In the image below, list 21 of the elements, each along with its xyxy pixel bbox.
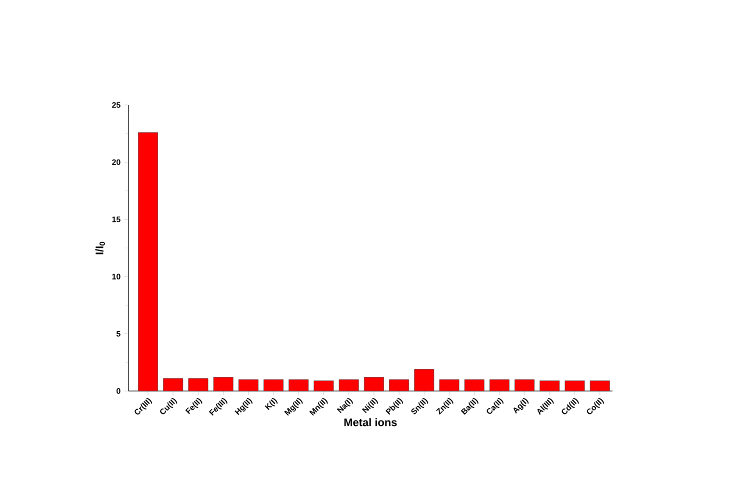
bar [188,378,208,392]
bar [389,379,410,392]
bar [590,380,610,392]
bar [163,378,184,392]
bar [464,379,484,392]
bar [138,132,158,392]
bar [489,379,510,392]
bar [314,380,334,392]
bar [540,380,560,392]
bar [264,379,284,392]
bar [514,379,535,392]
bar [364,377,384,392]
bar [238,379,258,392]
bar [213,377,234,392]
bar [338,379,359,392]
bar [288,379,309,392]
bar [564,380,585,392]
bar [414,369,434,392]
y-axis-title: I/I$_{0}$ [95,242,105,254]
x-axis-title: Metal ions [344,418,397,426]
bar [439,379,460,392]
